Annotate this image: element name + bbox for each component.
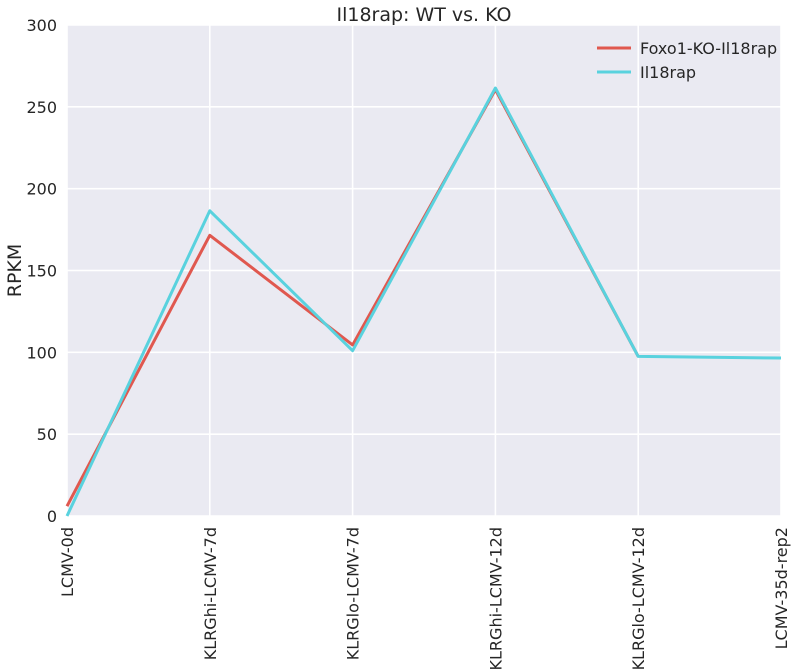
x-tick-label: LCMV-35d-rep2 [772,527,791,649]
series-line-1 [65,86,782,517]
x-tick-label: LCMV-0d [58,527,77,597]
x-tick-label: KLRGlo-LCMV-7d [344,527,363,660]
x-tick-label: KLRGhi-LCMV-12d [486,527,505,669]
y-tick-label: 0 [47,507,57,526]
legend-label-0: Foxo1-KO-Il18rap [640,39,777,58]
y-tick-label: 150 [26,262,57,281]
chart-title: Il18rap: WT vs. KO [336,4,511,26]
y-tick-label: 250 [26,98,57,117]
y-tick-label: 100 [26,343,57,362]
y-tick-label: 50 [37,425,57,444]
grid-lines [66,24,782,517]
x-tick-label: KLRGhi-LCMV-7d [201,527,220,660]
legend: Foxo1-KO-Il18rap Il18rap [597,39,777,82]
legend-label-1: Il18rap [640,63,696,82]
y-axis-ticks: 0 50 100 150 200 250 300 [26,16,57,526]
series-layer [65,86,782,517]
y-tick-label: 300 [26,16,57,35]
x-axis-ticks: LCMV-0d KLRGhi-LCMV-7d KLRGlo-LCMV-7d KLRGh… [58,527,791,669]
y-axis-label: RPKM [4,244,26,298]
x-tick-label: KLRGlo-LCMV-12d [629,527,648,669]
y-tick-label: 200 [26,180,57,199]
